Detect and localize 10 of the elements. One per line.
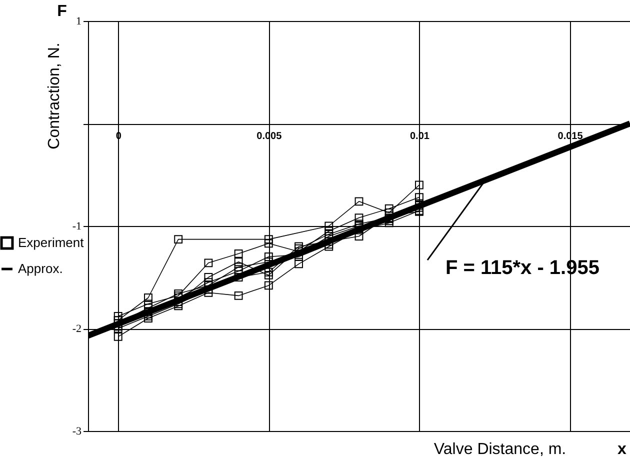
y-tick-label: 1 [76, 16, 82, 28]
y-tick-label: -1 [72, 220, 82, 232]
y-axis-title: Contraction, N. [46, 42, 63, 150]
text: F [57, 3, 68, 20]
legend-label: Experiment [18, 235, 84, 250]
x-axis-title: Valve Distance, m. [434, 441, 566, 458]
text: x [618, 441, 627, 458]
y-tick-label: -2 [72, 323, 82, 335]
y-tick-label: -3 [72, 426, 82, 438]
legend-label: Approx. [18, 261, 63, 276]
